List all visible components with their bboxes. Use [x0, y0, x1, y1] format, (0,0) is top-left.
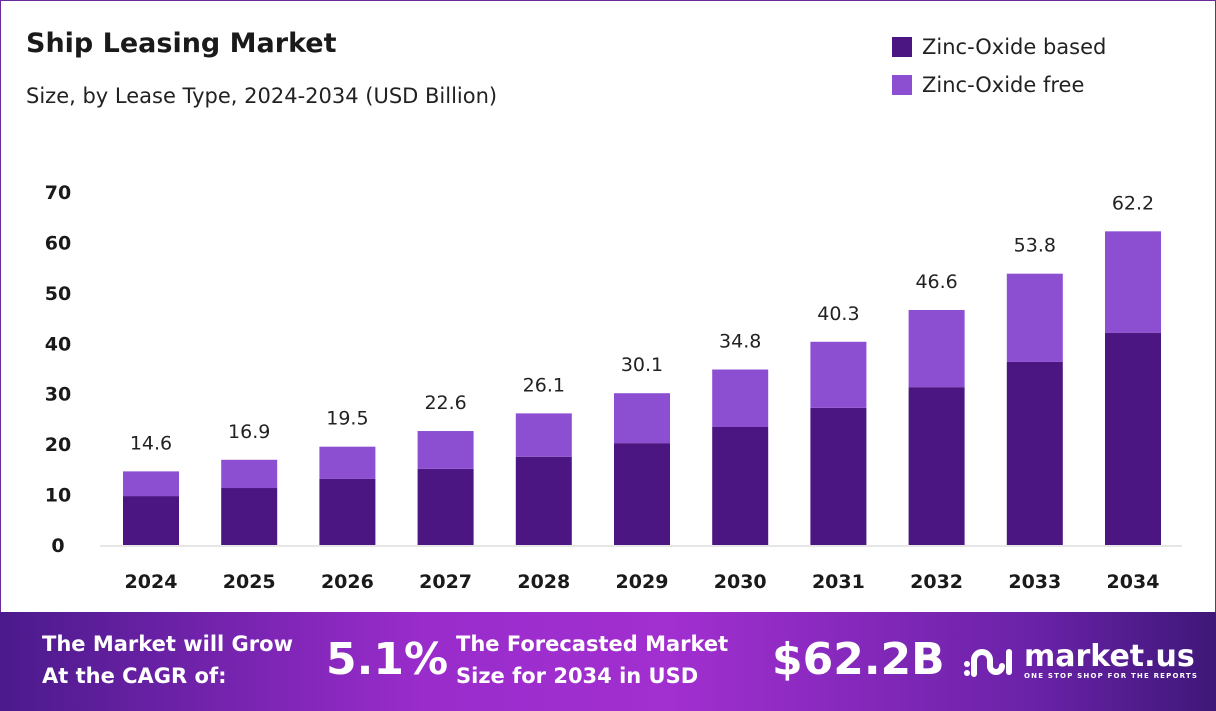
bar-segment-zinc-oxide-free: [908, 310, 965, 388]
bar-segment-zinc-oxide-based: [810, 407, 867, 545]
x-tick-label: 2028: [517, 571, 570, 593]
bar-segment-zinc-oxide-based: [123, 496, 179, 545]
y-tick-label: 50: [45, 283, 71, 305]
y-tick-label: 20: [45, 434, 71, 456]
cagr-label: The Market will Grow At the CAGR of:: [42, 628, 293, 692]
legend: Zinc-Oxide based Zinc-Oxide free: [892, 28, 1106, 104]
bar-segment-zinc-oxide-free: [319, 446, 376, 479]
logo-name: market.us: [1024, 639, 1195, 674]
y-tick-label: 30: [45, 384, 71, 406]
bar-segment-zinc-oxide-based: [319, 478, 376, 545]
bar-segment-zinc-oxide-based: [417, 468, 474, 545]
x-tick-label: 2024: [125, 571, 178, 593]
data-label: 34.8: [719, 331, 761, 353]
legend-label: Zinc-Oxide based: [922, 35, 1107, 59]
y-tick-label: 10: [45, 485, 71, 507]
cagr-label-line: The Market will Grow: [42, 632, 293, 656]
x-tick-label: 2034: [1107, 571, 1160, 593]
x-tick-label: 2029: [616, 571, 669, 593]
legend-label: Zinc-Oxide free: [922, 73, 1085, 97]
data-label: 62.2: [1112, 192, 1154, 214]
bar-segment-zinc-oxide-free: [123, 471, 179, 497]
legend-swatch: [892, 37, 912, 57]
data-label: 30.1: [621, 354, 663, 376]
data-label: 16.9: [228, 421, 270, 443]
bar-segment-zinc-oxide-free: [712, 369, 769, 427]
bar-segment-zinc-oxide-free: [1006, 273, 1063, 362]
summary-banner: The Market will Grow At the CAGR of: 5.1…: [0, 612, 1216, 711]
logo-icon: [964, 649, 1012, 677]
data-label: 14.6: [130, 432, 172, 454]
y-tick-label: 40: [45, 333, 71, 355]
bar-chart: 01020304050607014.6202416.9202519.520262…: [45, 182, 1182, 593]
data-label: 19.5: [326, 408, 368, 430]
bar-segment-zinc-oxide-based: [515, 456, 572, 545]
bar-segment-zinc-oxide-based: [614, 443, 670, 545]
x-tick-label: 2026: [321, 571, 374, 593]
x-tick-label: 2031: [812, 571, 865, 593]
data-label: 26.1: [523, 374, 565, 396]
bar-segment-zinc-oxide-based: [908, 387, 965, 545]
x-tick-label: 2033: [1008, 571, 1061, 593]
market-us-logo: market.us ONE STOP SHOP FOR THE REPORTS: [962, 642, 1198, 680]
cagr-value: 5.1%: [326, 634, 449, 685]
legend-item-zinc-oxide-based: Zinc-Oxide based: [892, 28, 1106, 66]
data-label: 22.6: [424, 392, 466, 414]
bar-segment-zinc-oxide-free: [515, 413, 572, 457]
data-label: 40.3: [817, 303, 859, 325]
legend-item-zinc-oxide-free: Zinc-Oxide free: [892, 66, 1106, 104]
chart-title: Ship Leasing Market: [26, 28, 337, 59]
bar-segment-zinc-oxide-free: [221, 459, 278, 489]
forecast-label-line: The Forecasted Market: [456, 632, 729, 656]
chart-subtitle: Size, by Lease Type, 2024-2034 (USD Bill…: [26, 84, 498, 108]
bar-segment-zinc-oxide-based: [1006, 361, 1063, 545]
bar-segment-zinc-oxide-free: [1105, 231, 1161, 333]
bar-segment-zinc-oxide-based: [221, 488, 278, 545]
x-tick-label: 2032: [910, 571, 963, 593]
cagr-label-line: At the CAGR of:: [42, 664, 227, 688]
forecast-label: The Forecasted Market Size for 2034 in U…: [456, 628, 728, 692]
x-tick-label: 2025: [223, 571, 276, 593]
bar-segment-zinc-oxide-free: [810, 341, 867, 408]
bar-segment-zinc-oxide-free: [614, 393, 670, 444]
bar-segment-zinc-oxide-based: [712, 426, 769, 545]
data-label: 53.8: [1014, 235, 1056, 257]
forecast-value: $62.2B: [772, 634, 945, 685]
forecast-label-line: Size for 2034 in USD: [456, 664, 699, 688]
x-tick-label: 2027: [419, 571, 472, 593]
y-tick-label: 60: [45, 232, 71, 254]
bar-segment-zinc-oxide-free: [417, 431, 474, 469]
y-tick-label: 0: [51, 535, 64, 557]
logo-tagline: ONE STOP SHOP FOR THE REPORTS: [1024, 672, 1199, 680]
data-label: 46.6: [915, 271, 957, 293]
legend-swatch: [892, 75, 912, 95]
x-tick-label: 2030: [714, 571, 767, 593]
bar-segment-zinc-oxide-based: [1105, 332, 1161, 545]
y-tick-label: 70: [45, 182, 71, 204]
